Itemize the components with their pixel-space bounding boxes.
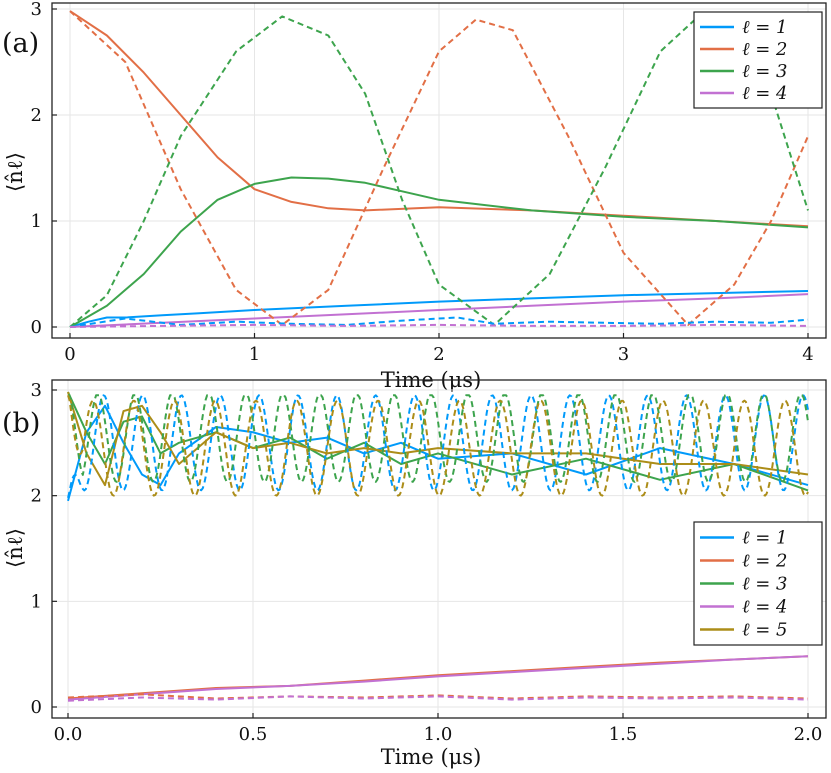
y-tick-label: 2 xyxy=(31,105,42,126)
x-tick-label: 2 xyxy=(433,344,444,365)
panel-b: 0.0 0.5 1.0 1.5 2.0 0 1 2 3 Time (μs) ⟨n̂ℓ⟩ (b) ℓ = … xyxy=(2,379,827,769)
y-tick-label: 0 xyxy=(31,317,42,338)
x-tick-label: 1.0 xyxy=(424,724,453,745)
legend-label-l3: ℓ = 3 xyxy=(742,61,787,82)
panel-label: (a) xyxy=(2,28,39,59)
legend: ℓ = 1ℓ = 2ℓ = 3ℓ = 4ℓ = 5 xyxy=(693,521,823,646)
y-tick-label: 1 xyxy=(31,211,42,232)
x-tick-label: 2.0 xyxy=(794,724,823,745)
y-axis-label: ⟨n̂ℓ⟩ xyxy=(3,152,27,192)
y-tick-label: 0 xyxy=(31,697,42,718)
legend: ℓ = 1ℓ = 2ℓ = 3ℓ = 4 xyxy=(693,11,823,109)
y-tick-label: 3 xyxy=(31,380,42,401)
series-line-l1-solid xyxy=(69,290,809,328)
x-tick-label: 0.0 xyxy=(54,724,83,745)
legend-label-l2: ℓ = 2 xyxy=(742,39,787,60)
plot-frame xyxy=(51,379,827,719)
series-line-l1-dashed xyxy=(67,394,809,499)
series-group xyxy=(69,10,809,328)
x-tick-label: 0 xyxy=(64,344,75,365)
legend-label-l1: ℓ = 1 xyxy=(742,17,787,38)
series-group xyxy=(67,391,809,702)
series-line-l3-solid xyxy=(67,391,809,492)
y-tick-label: 1 xyxy=(31,591,42,612)
series-line-l4-dashed xyxy=(67,695,809,702)
panel-label: (b) xyxy=(2,408,40,439)
x-tick-label: 0.5 xyxy=(239,724,268,745)
series-line-l5-solid xyxy=(67,391,809,487)
legend-label-l2: ℓ = 2 xyxy=(742,551,787,572)
series-line-l2-dashed xyxy=(67,693,809,700)
legend-label-l3: ℓ = 3 xyxy=(742,574,787,595)
y-tick-label: 2 xyxy=(31,486,42,507)
series-line-l4-dashed xyxy=(69,323,809,328)
x-tick-label: 1 xyxy=(249,344,260,365)
series-line-l1-dashed xyxy=(69,316,809,328)
legend-label-l4: ℓ = 4 xyxy=(742,597,787,618)
series-line-l4-solid xyxy=(69,293,809,328)
legend-label-l1: ℓ = 1 xyxy=(742,528,787,549)
series-line-l2-dashed xyxy=(69,10,809,326)
x-tick-label: 3 xyxy=(618,344,629,365)
x-tick-label: 4 xyxy=(802,344,813,365)
x-tick-label: 1.5 xyxy=(609,724,638,745)
legend-label-l4: ℓ = 4 xyxy=(742,83,787,104)
series-line-l4-solid xyxy=(67,655,809,701)
y-tick-label: 3 xyxy=(31,0,42,20)
series-line-l3-solid xyxy=(69,176,809,328)
x-axis-label: Time (μs) xyxy=(381,745,482,769)
legend-label-l5: ℓ = 5 xyxy=(742,620,787,641)
y-axis-label: ⟨n̂ℓ⟩ xyxy=(3,528,27,568)
